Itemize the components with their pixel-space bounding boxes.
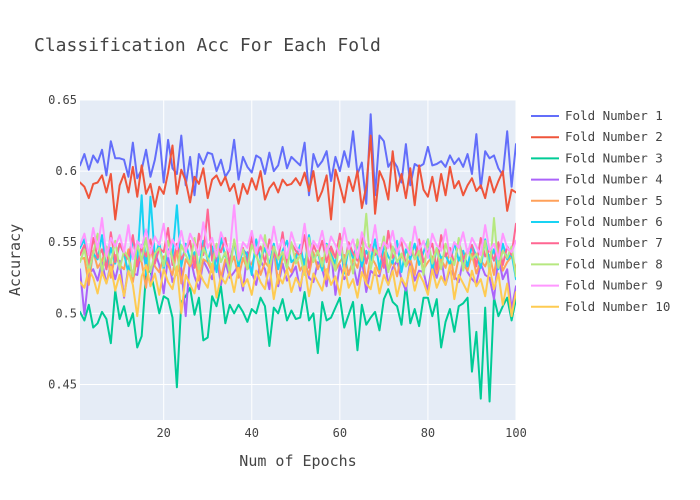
legend-item-fold-2[interactable]: Fold Number 2: [531, 129, 663, 144]
series-line-fold-7: [80, 208, 516, 271]
legend-item-fold-6[interactable]: Fold Number 6: [531, 214, 663, 229]
x-tick-label: 80: [421, 426, 435, 440]
x-tick-label: 20: [156, 426, 170, 440]
series-line-fold-9: [80, 204, 516, 261]
legend-item-fold-4[interactable]: Fold Number 4: [531, 172, 663, 187]
y-axis-title: Accuracy: [6, 224, 24, 296]
x-axis-title: Num of Epochs: [239, 452, 356, 470]
legend-item-fold-9[interactable]: Fold Number 9: [531, 278, 663, 293]
legend-label: Fold Number 3: [565, 150, 663, 165]
x-tick-label: 40: [245, 426, 259, 440]
legend-label: Fold Number 7: [565, 235, 663, 250]
x-axis-ticks: 20 40 60 80 100: [156, 426, 526, 440]
y-tick-label: 0.45: [48, 377, 77, 391]
series-line-fold-2: [80, 134, 516, 221]
legend-label: Fold Number 9: [565, 278, 663, 293]
legend-item-fold-1[interactable]: Fold Number 1: [531, 108, 663, 123]
legend-item-fold-7[interactable]: Fold Number 7: [531, 235, 663, 250]
series-line-fold-5: [80, 246, 516, 289]
series-line-fold-4: [80, 244, 516, 318]
y-tick-label: 0.6: [55, 164, 77, 178]
y-tick-label: 0.65: [48, 93, 77, 107]
series-line-fold-8: [80, 212, 516, 278]
legend-item-fold-8[interactable]: Fold Number 8: [531, 256, 663, 271]
legend-label: Fold Number 10: [565, 299, 670, 314]
legend-item-fold-3[interactable]: Fold Number 3: [531, 150, 663, 165]
x-tick-label: 60: [333, 426, 347, 440]
series-line-fold-1: [80, 113, 516, 205]
legend-item-fold-10[interactable]: Fold Number 10: [531, 299, 670, 314]
y-tick-label: 0.5: [55, 306, 77, 320]
legend-label: Fold Number 8: [565, 256, 663, 271]
y-axis-ticks: 0.45 0.5 0.55 0.6 0.65: [48, 93, 77, 391]
series-lines: [80, 113, 516, 403]
legend-label: Fold Number 6: [565, 214, 663, 229]
legend-label: Fold Number 2: [565, 129, 663, 144]
legend-label: Fold Number 5: [565, 193, 663, 208]
series-line-fold-10: [80, 262, 516, 318]
legend[interactable]: Fold Number 1 Fold Number 2 Fold Number 3 F…: [531, 108, 670, 314]
x-tick-label: 100: [505, 426, 527, 440]
y-tick-label: 0.55: [48, 235, 77, 249]
legend-label: Fold Number 1: [565, 108, 663, 123]
legend-item-fold-5[interactable]: Fold Number 5: [531, 193, 663, 208]
legend-label: Fold Number 4: [565, 172, 663, 187]
chart-title: Classification Acc For Each Fold: [34, 35, 381, 56]
